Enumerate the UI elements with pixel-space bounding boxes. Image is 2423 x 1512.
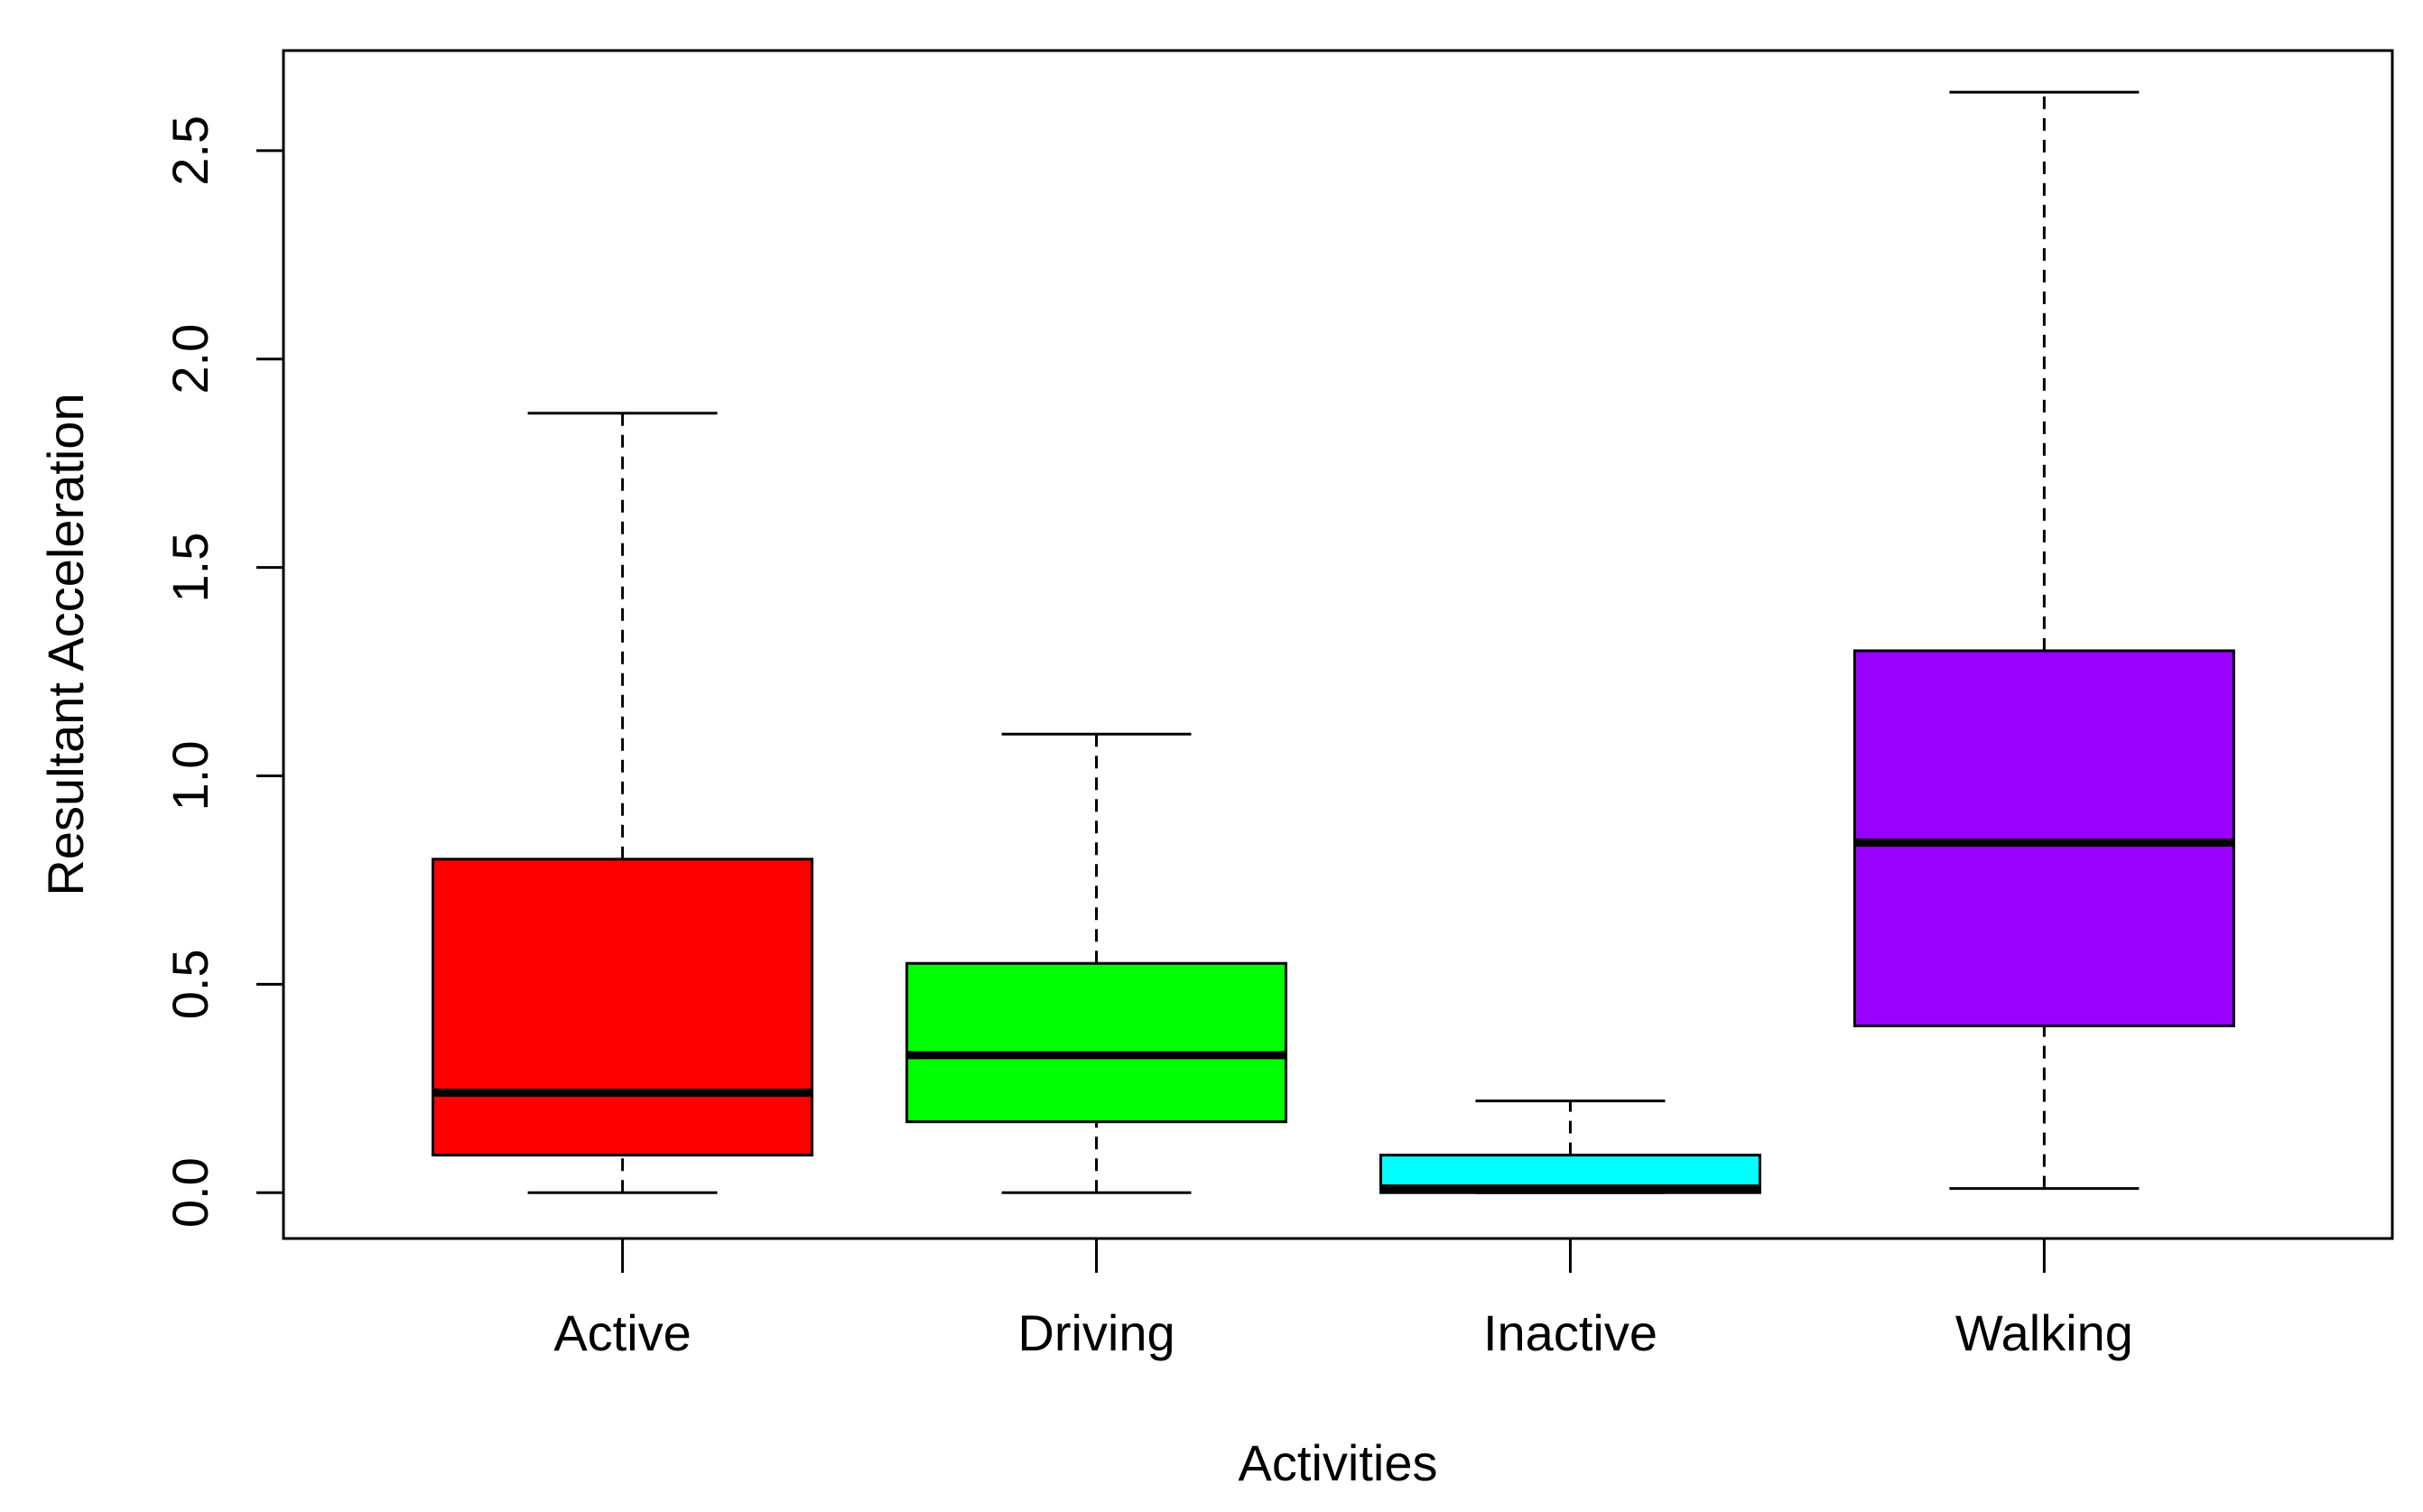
box-inactive bbox=[1379, 1099, 1761, 1194]
box-driving bbox=[905, 732, 1288, 1194]
y-tick-label: 0.5 bbox=[162, 949, 218, 1019]
iqr-box bbox=[905, 961, 1288, 1124]
x-tick-label: Driving bbox=[1017, 1304, 1174, 1361]
x-tick-label: Inactive bbox=[1483, 1304, 1657, 1361]
y-axis: 0.0 0.5 1.0 1.5 2.0 2.5 bbox=[162, 116, 285, 1228]
y-axis-title: Resultant Acceleration bbox=[37, 393, 94, 895]
x-axis-title: Activities bbox=[1239, 1434, 1438, 1491]
y-tick-label: 2.5 bbox=[162, 116, 218, 186]
y-tick-label: 0.0 bbox=[162, 1157, 218, 1228]
y-tick-label: 1.5 bbox=[162, 533, 218, 603]
y-tick-label: 1.0 bbox=[162, 741, 218, 812]
box-walking bbox=[1852, 90, 2235, 1191]
x-tick-label: Active bbox=[553, 1304, 692, 1361]
box-series bbox=[432, 90, 2235, 1194]
x-axis: Active Driving Inactive Walking bbox=[553, 1238, 2133, 1361]
box-active bbox=[432, 412, 814, 1194]
y-tick-label: 2.0 bbox=[162, 324, 218, 394]
x-tick-label: Walking bbox=[1955, 1304, 2133, 1361]
iqr-box bbox=[432, 858, 814, 1157]
iqr-box bbox=[1852, 649, 2235, 1028]
